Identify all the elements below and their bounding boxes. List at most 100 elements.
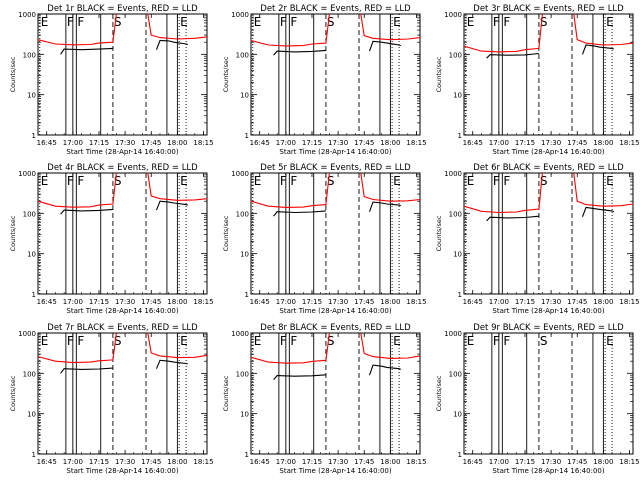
y-tick-label: 10 [240, 411, 249, 419]
x-tick-label: 17:45 [354, 458, 374, 466]
y-tick-label: 100 [23, 210, 36, 218]
series-lld-line [250, 332, 330, 364]
y-tick-label: 1000 [444, 330, 462, 338]
x-tick-label: 16:45 [463, 458, 483, 466]
event-label: F [77, 174, 84, 188]
y-axis-label: Counts/sec [222, 215, 230, 251]
x-axis-label: Start Time (28-Apr-14 16:40:00) [279, 307, 391, 315]
event-label: F [77, 15, 84, 29]
panel-9: Det 9r BLACK = Events, RED = LLD 1 10 100 10… [435, 323, 640, 475]
event-label: S [540, 15, 548, 29]
x-tick-label: 17:45 [567, 298, 587, 306]
y-tick-label: 10 [27, 92, 36, 100]
event-label: E [393, 334, 401, 348]
event-label: E [606, 174, 614, 188]
x-tick-label: 18:00 [593, 298, 613, 306]
y-axis-label: Counts/sec [435, 375, 443, 411]
y-tick-label: 100 [449, 210, 462, 218]
series-lld-line [463, 13, 543, 53]
y-tick-label: 1 [245, 451, 249, 459]
panel-8: Det 8r BLACK = Events, RED = LLD 1 10 100 10… [222, 323, 427, 475]
event-label: F [503, 334, 510, 348]
x-tick-label: 17:30 [115, 139, 135, 147]
x-tick-label: 17:00 [63, 458, 83, 466]
series-events-line [368, 364, 402, 376]
event-label: S [114, 174, 122, 188]
series-lld-line [147, 332, 208, 359]
x-tick-label: 17:45 [567, 139, 587, 147]
series-events-line [60, 367, 113, 374]
x-tick-label: 16:45 [37, 139, 57, 147]
y-tick-label: 10 [453, 92, 462, 100]
y-tick-label: 1 [32, 451, 36, 459]
x-tick-label: 17:00 [489, 298, 509, 306]
y-tick-label: 1000 [18, 170, 36, 178]
event-label: F [290, 174, 297, 188]
event-label: E [41, 174, 49, 188]
event-label: E [467, 15, 475, 29]
event-label: F [280, 174, 287, 188]
series-events-line [581, 44, 615, 55]
event-label: E [467, 334, 475, 348]
y-tick-label: 100 [236, 51, 249, 59]
panel-title: Det 5r BLACK = Events, RED = LLD [260, 163, 411, 173]
y-axis-label: Counts/sec [435, 56, 443, 92]
y-tick-label: 10 [27, 411, 36, 419]
series-lld-line [250, 172, 330, 208]
series-events-line [155, 200, 188, 211]
event-label: E [606, 15, 614, 29]
y-axis-label: Counts/sec [9, 375, 17, 411]
y-tick-label: 100 [236, 370, 249, 378]
x-tick-label: 17:15 [302, 298, 322, 306]
series-lld-line [37, 13, 117, 46]
series-lld-line [463, 172, 543, 214]
event-label: S [327, 174, 335, 188]
event-label: F [503, 15, 510, 29]
series-events-line [486, 215, 539, 222]
event-label: E [393, 174, 401, 188]
plot-frame [37, 332, 208, 455]
plot-frame [463, 172, 634, 295]
series-lld-line [37, 332, 117, 364]
y-tick-label: 10 [240, 92, 249, 100]
panel-3: Det 3r BLACK = Events, RED = LLD 1 10 100 10… [435, 4, 640, 156]
y-tick-label: 10 [240, 251, 249, 259]
event-label: E [254, 334, 262, 348]
y-tick-label: 10 [453, 411, 462, 419]
x-tick-label: 17:30 [328, 139, 348, 147]
plot-frame [250, 172, 421, 295]
x-tick-label: 18:15 [619, 458, 639, 466]
event-label: E [41, 15, 49, 29]
x-tick-label: 16:45 [250, 458, 270, 466]
x-tick-label: 18:15 [193, 458, 213, 466]
series-events-line [273, 374, 326, 380]
x-tick-label: 17:00 [276, 139, 296, 147]
y-tick-label: 1000 [444, 170, 462, 178]
x-tick-label: 17:30 [541, 139, 561, 147]
event-label: S [327, 15, 335, 29]
event-label: F [290, 334, 297, 348]
panel-title: Det 4r BLACK = Events, RED = LLD [47, 163, 198, 173]
x-tick-label: 16:45 [250, 139, 270, 147]
x-tick-label: 17:15 [89, 139, 109, 147]
x-tick-label: 17:45 [354, 298, 374, 306]
series-events-line [155, 39, 188, 50]
x-tick-label: 18:15 [406, 458, 426, 466]
x-tick-label: 17:15 [89, 298, 109, 306]
y-tick-label: 1000 [444, 11, 462, 19]
series-events-line [273, 49, 326, 56]
x-tick-label: 17:30 [115, 458, 135, 466]
x-tick-label: 18:15 [619, 298, 639, 306]
x-tick-label: 17:30 [328, 458, 348, 466]
x-axis-label: Start Time (28-Apr-14 16:40:00) [66, 307, 178, 315]
event-label: F [493, 15, 500, 29]
event-label: E [254, 174, 262, 188]
x-tick-label: 18:00 [380, 458, 400, 466]
plot-frame [463, 332, 634, 455]
x-tick-label: 18:00 [380, 298, 400, 306]
panel-title: Det 2r BLACK = Events, RED = LLD [260, 4, 411, 14]
panel-title: Det 9r BLACK = Events, RED = LLD [473, 323, 624, 333]
event-label: E [41, 334, 49, 348]
event-label: F [67, 174, 74, 188]
